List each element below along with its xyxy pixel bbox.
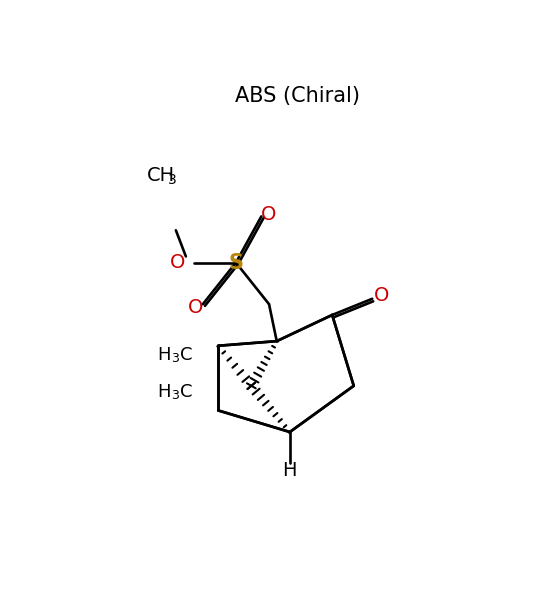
Text: ABS (Chiral): ABS (Chiral) [235, 87, 360, 106]
Text: O: O [374, 286, 389, 305]
Text: C: C [180, 383, 192, 401]
Text: O: O [188, 298, 203, 317]
Text: 3: 3 [171, 389, 179, 402]
Text: S: S [229, 253, 243, 273]
Text: H: H [157, 383, 171, 401]
Text: CH: CH [147, 166, 175, 185]
Text: 3: 3 [171, 352, 179, 365]
Text: O: O [169, 253, 185, 272]
Text: 3: 3 [168, 173, 177, 187]
Text: H: H [157, 346, 171, 364]
Text: O: O [261, 205, 277, 224]
Text: H: H [283, 461, 297, 480]
Text: C: C [180, 346, 192, 364]
